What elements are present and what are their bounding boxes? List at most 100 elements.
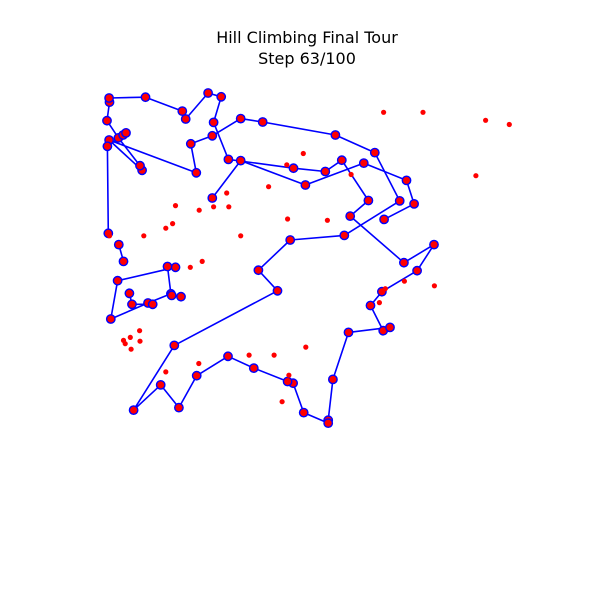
unvisited-city-point xyxy=(170,221,176,227)
unvisited-city-point xyxy=(381,109,387,115)
unvisited-city-point xyxy=(224,190,230,196)
unvisited-city-point xyxy=(120,337,127,343)
unvisited-city-point xyxy=(376,300,382,306)
tour-city-point xyxy=(223,154,234,165)
tour-city-point xyxy=(180,114,191,124)
tour-city-point xyxy=(155,379,166,390)
tour-city-point xyxy=(235,155,246,166)
unvisited-city-point xyxy=(172,203,179,209)
tour-city-point xyxy=(409,198,419,209)
unvisited-city-point xyxy=(127,334,133,340)
unvisited-city-point xyxy=(187,264,193,270)
tour-city-point xyxy=(170,262,181,273)
tour-city-point xyxy=(203,88,214,98)
tour-city-point xyxy=(162,261,173,272)
unvisited-city-point xyxy=(226,204,232,210)
tour-city-point xyxy=(207,130,218,141)
tour-city-point xyxy=(300,180,311,190)
tour-city-point xyxy=(365,300,376,311)
unvisited-city-point xyxy=(271,352,277,358)
unvisited-city-point xyxy=(238,233,244,239)
unvisited-city-point xyxy=(473,173,479,179)
tour-city-point xyxy=(102,115,112,126)
tour-city-point xyxy=(135,160,145,171)
tour-city-point xyxy=(169,340,180,351)
tour-city-point xyxy=(216,91,227,102)
tour-city-point xyxy=(398,257,409,268)
tour-city-point xyxy=(358,158,369,169)
tour-city-point xyxy=(128,405,139,415)
unvisited-city-point xyxy=(348,171,354,178)
tour-city-point xyxy=(102,141,113,152)
tour-city-point xyxy=(401,175,412,186)
unvisited-city-point xyxy=(163,369,169,375)
tour-city-point xyxy=(369,147,380,158)
unvisited-city-point xyxy=(303,344,309,350)
tour-city-point xyxy=(339,230,350,241)
tour-city-point xyxy=(121,127,131,138)
tour-city-point xyxy=(288,163,299,174)
unvisited-city-point xyxy=(506,121,512,128)
tour-city-point xyxy=(104,93,115,103)
unvisited-city-point xyxy=(284,162,290,168)
unvisited-city-point xyxy=(163,225,169,231)
tour-city-point xyxy=(140,92,151,103)
unvisited-city-point xyxy=(483,117,489,123)
unvisited-city-point xyxy=(199,258,205,264)
unvisited-city-point xyxy=(106,233,113,239)
unvisited-city-point xyxy=(128,346,134,352)
tour-city-point xyxy=(223,351,233,362)
tour-city-point xyxy=(248,363,259,373)
unvisited-city-point xyxy=(286,372,292,378)
unvisited-city-point xyxy=(300,150,306,157)
tour-city-point xyxy=(282,376,293,387)
chart-title-line-2: Step 63/100 xyxy=(258,49,356,68)
unvisited-city-point xyxy=(196,207,202,213)
unvisited-city-point xyxy=(137,338,143,344)
unvisited-city-point xyxy=(141,233,147,239)
tour-city-point xyxy=(327,374,338,385)
tour-city-point xyxy=(124,288,135,299)
tour-city-point xyxy=(113,239,124,250)
tour-city-point xyxy=(379,214,389,225)
tour-city-point xyxy=(166,290,177,301)
unvisited-city-point xyxy=(279,399,285,405)
unvisited-city-point xyxy=(137,328,143,334)
tour-city-point xyxy=(330,130,341,140)
tour-city-point xyxy=(173,402,184,413)
tour-city-point xyxy=(147,299,158,310)
tour-city-point xyxy=(272,285,283,296)
tour-city-point xyxy=(235,113,246,124)
tour-city-point xyxy=(177,106,188,117)
tour-city-point xyxy=(345,211,356,222)
tour-city-point xyxy=(185,138,196,149)
unvisited-city-point xyxy=(266,184,272,190)
unvisited-city-point xyxy=(211,204,217,210)
unvisited-city-point xyxy=(196,360,202,367)
tour-city-point xyxy=(429,239,439,250)
unvisited-city-point xyxy=(324,217,330,223)
plot-area xyxy=(102,88,512,428)
tour-city-point xyxy=(320,166,331,177)
tour-city-point xyxy=(191,370,202,381)
tour-city-point xyxy=(363,195,374,206)
tour-city-point xyxy=(112,275,123,286)
tour-city-point xyxy=(127,299,137,310)
tour-city-point xyxy=(412,265,422,276)
tour-city-point xyxy=(336,155,347,166)
tour-city-point xyxy=(176,291,186,302)
unvisited-city-point xyxy=(285,216,291,222)
tour-city-point xyxy=(394,195,405,206)
tour-city-point xyxy=(118,256,129,267)
unvisited-city-point xyxy=(246,352,252,358)
tour-city-point xyxy=(323,418,334,428)
tour-city-point xyxy=(343,327,354,338)
chart-title-line-1: Hill Climbing Final Tour xyxy=(216,28,398,47)
unvisited-city-point xyxy=(382,286,388,292)
tour-city-point xyxy=(298,407,309,418)
tour-city-point xyxy=(191,167,202,178)
tour-city-point xyxy=(105,314,116,324)
unvisited-city-point xyxy=(431,283,437,289)
